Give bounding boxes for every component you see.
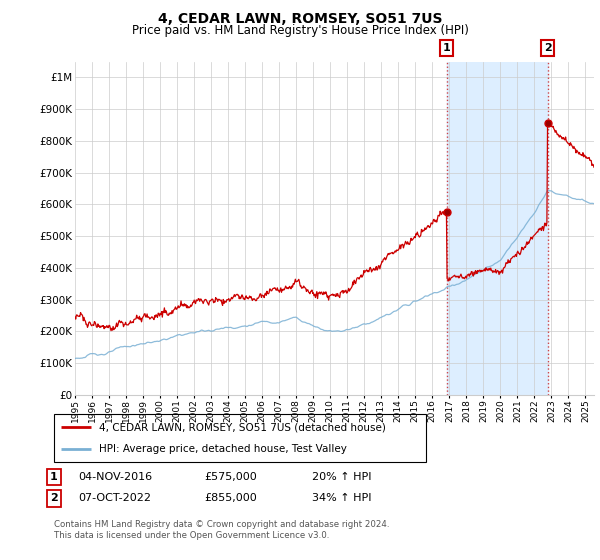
Text: 4, CEDAR LAWN, ROMSEY, SO51 7US (detached house): 4, CEDAR LAWN, ROMSEY, SO51 7US (detache… [98, 422, 386, 432]
Text: 2: 2 [544, 43, 551, 53]
Text: 1: 1 [50, 472, 58, 482]
Text: £575,000: £575,000 [204, 472, 257, 482]
Text: 20% ↑ HPI: 20% ↑ HPI [312, 472, 371, 482]
Text: 1: 1 [443, 43, 451, 53]
Text: 34% ↑ HPI: 34% ↑ HPI [312, 493, 371, 503]
Text: HPI: Average price, detached house, Test Valley: HPI: Average price, detached house, Test… [98, 444, 347, 454]
Text: Contains HM Land Registry data © Crown copyright and database right 2024.
This d: Contains HM Land Registry data © Crown c… [54, 520, 389, 540]
Text: 2: 2 [50, 493, 58, 503]
Text: 07-OCT-2022: 07-OCT-2022 [78, 493, 151, 503]
Bar [446, 62, 548, 395]
Text: Price paid vs. HM Land Registry's House Price Index (HPI): Price paid vs. HM Land Registry's House … [131, 24, 469, 36]
Text: 4, CEDAR LAWN, ROMSEY, SO51 7US: 4, CEDAR LAWN, ROMSEY, SO51 7US [158, 12, 442, 26]
Text: 04-NOV-2016: 04-NOV-2016 [78, 472, 152, 482]
Text: £855,000: £855,000 [204, 493, 257, 503]
